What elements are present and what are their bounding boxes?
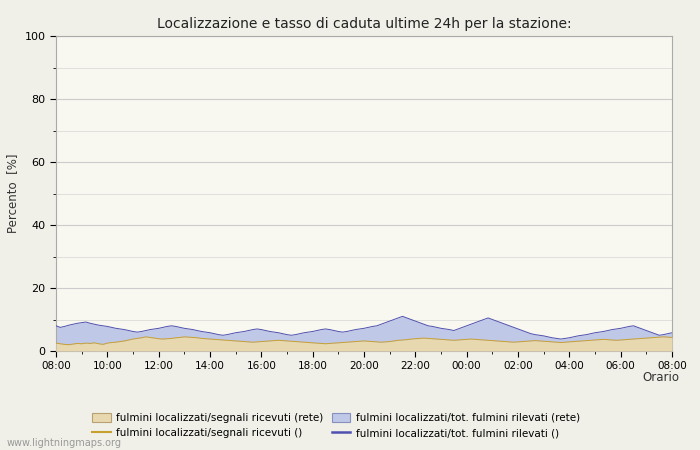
Legend: fulmini localizzati/segnali ricevuti (rete), fulmini localizzati/segnali ricevut: fulmini localizzati/segnali ricevuti (re…: [92, 413, 580, 438]
Text: Orario: Orario: [642, 371, 679, 384]
Text: www.lightningmaps.org: www.lightningmaps.org: [7, 438, 122, 448]
Title: Localizzazione e tasso di caduta ultime 24h per la stazione:: Localizzazione e tasso di caduta ultime …: [157, 17, 571, 31]
Y-axis label: Percento  [%]: Percento [%]: [6, 154, 19, 233]
